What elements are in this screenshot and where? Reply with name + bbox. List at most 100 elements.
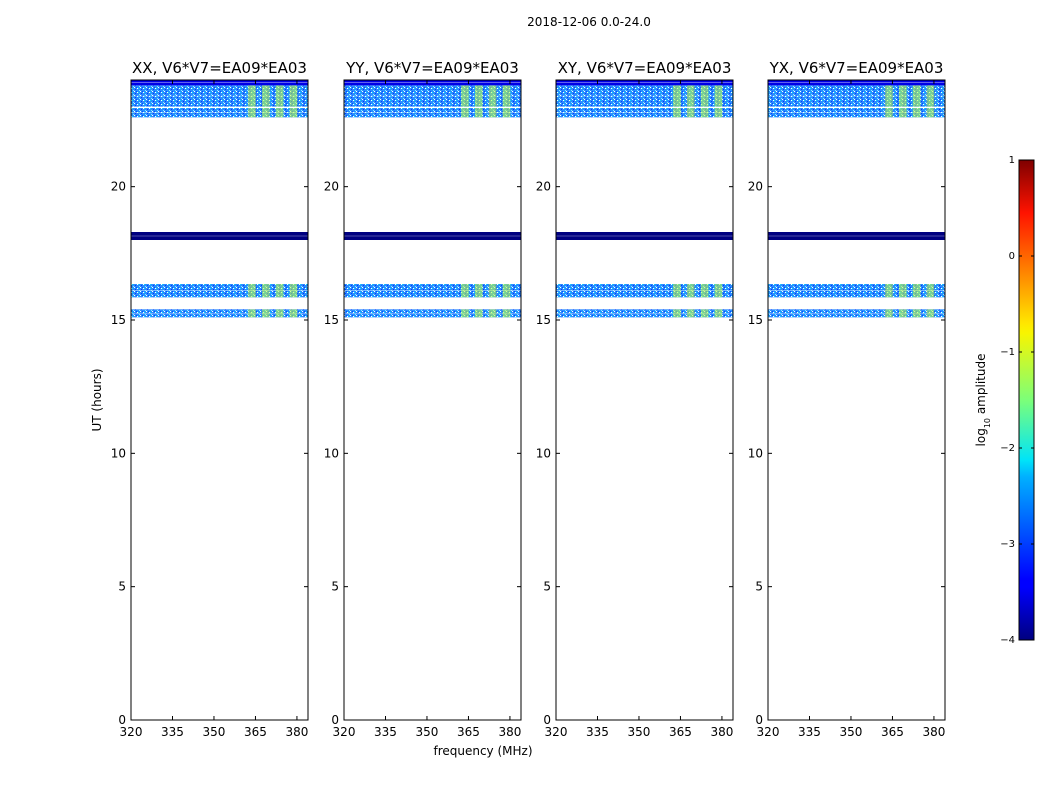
rfi-mark — [461, 85, 469, 107]
x-tick-label: 320 — [545, 725, 568, 739]
y-tick-label: 15 — [536, 313, 551, 327]
y-tick-label: 15 — [324, 313, 339, 327]
rfi-mark — [261, 284, 270, 298]
rfi-mark — [474, 284, 483, 298]
y-tick-label: 0 — [543, 713, 551, 727]
colorbar-tick-label: −1 — [1000, 347, 1015, 358]
rfi-mark — [289, 309, 298, 318]
rfi-mark — [248, 284, 256, 298]
colorbar-tick-label: 0 — [1009, 251, 1015, 262]
y-tick-label: 10 — [536, 446, 551, 460]
rfi-mark — [885, 85, 893, 107]
rfi-mark — [275, 309, 284, 318]
y-tick-label: 0 — [755, 713, 763, 727]
panel-background — [556, 80, 733, 720]
rfi-mark — [714, 85, 723, 107]
rfi-mark — [461, 284, 469, 298]
panel-background — [768, 80, 945, 720]
y-tick-label: 20 — [748, 180, 763, 194]
rfi-mark — [686, 108, 695, 118]
rfi-mark — [898, 284, 907, 298]
rfi-mark — [700, 85, 709, 107]
panel-title: XX, V6*V7=EA09*EA03 — [132, 59, 307, 77]
y-tick-label: 15 — [111, 313, 126, 327]
colorbar-tick-label: −2 — [1000, 443, 1015, 454]
rfi-mark — [289, 108, 298, 118]
rfi-mark — [488, 85, 497, 107]
x-tick-label: 380 — [498, 725, 521, 739]
rfi-mark — [275, 108, 284, 118]
rfi-mark — [461, 108, 469, 118]
y-tick-label: 10 — [748, 446, 763, 460]
rfi-mark — [502, 108, 511, 118]
rfi-mark — [248, 309, 256, 318]
rfi-mark — [474, 108, 483, 118]
panel-frame — [555, 79, 734, 721]
rfi-mark — [502, 85, 511, 107]
y-tick-label: 20 — [536, 180, 551, 194]
colorbar: 10−1−2−3−4 log10 amplitude — [974, 155, 1035, 646]
rfi-mark — [275, 284, 284, 298]
colorbar-tick-label: −4 — [1000, 635, 1015, 646]
y-tick-label: 5 — [331, 580, 339, 594]
rfi-mark — [926, 309, 935, 318]
x-tick-label: 320 — [120, 725, 143, 739]
panels-group: XX, V6*V7=EA09*EA03 320 335 350 365 380 0 5 10 15… — [111, 59, 946, 739]
colorbar-label: log10 amplitude — [974, 354, 992, 447]
x-tick-label: 320 — [757, 725, 780, 739]
rfi-mark — [248, 85, 256, 107]
colorbar-tick-label: 1 — [1009, 155, 1015, 166]
x-tick-label: 335 — [798, 725, 821, 739]
rfi-mark — [686, 85, 695, 107]
x-axis-label: frequency (MHz) — [433, 744, 532, 758]
rfi-mark — [261, 309, 270, 318]
rfi-mark — [885, 309, 893, 318]
y-tick-label: 10 — [324, 446, 339, 460]
rfi-mark — [502, 284, 511, 298]
panel-title: YX, V6*V7=EA09*EA03 — [769, 59, 944, 77]
rfi-mark — [926, 85, 935, 107]
x-tick-label: 350 — [416, 725, 439, 739]
rfi-mark — [912, 85, 921, 107]
rfi-mark — [926, 284, 935, 298]
rfi-mark — [673, 309, 681, 318]
rfi-mark — [461, 309, 469, 318]
rfi-mark — [673, 284, 681, 298]
rfi-mark — [289, 85, 298, 107]
panel-yy: YY, V6*V7=EA09*EA03 320 335 350 365 380 0 5 10 15… — [324, 59, 522, 739]
panel-frame — [343, 79, 522, 721]
rfi-mark — [673, 108, 681, 118]
rfi-mark — [912, 108, 921, 118]
colorbar-label-prefix: log — [974, 428, 988, 446]
colorbar-gradient — [1018, 159, 1035, 641]
y-tick-label: 20 — [111, 180, 126, 194]
x-tick-label: 350 — [203, 725, 226, 739]
x-tick-label: 320 — [333, 725, 356, 739]
panel-title: XY, V6*V7=EA09*EA03 — [558, 59, 732, 77]
panel-yx: YX, V6*V7=EA09*EA03 320 335 350 365 380 0 5 10 15… — [748, 59, 946, 739]
panel-title: YY, V6*V7=EA09*EA03 — [345, 59, 519, 77]
rfi-mark — [898, 108, 907, 118]
rfi-mark — [275, 85, 284, 107]
rfi-mark — [898, 309, 907, 318]
y-tick-label: 5 — [118, 580, 126, 594]
x-tick-label: 365 — [457, 725, 480, 739]
colorbar-label-subscript: 10 — [983, 418, 992, 428]
rfi-mark — [700, 309, 709, 318]
x-tick-label: 335 — [374, 725, 397, 739]
x-tick-label: 350 — [628, 725, 651, 739]
rfi-mark — [714, 108, 723, 118]
colorbar-tick-label: −3 — [1000, 539, 1015, 550]
rfi-mark — [474, 309, 483, 318]
panel-xx: XX, V6*V7=EA09*EA03 320 335 350 365 380 0 5 10 15… — [111, 59, 309, 739]
x-tick-label: 365 — [669, 725, 692, 739]
rfi-mark — [714, 284, 723, 298]
y-tick-label: 10 — [111, 446, 126, 460]
rfi-mark — [502, 309, 511, 318]
y-tick-label: 15 — [748, 313, 763, 327]
rfi-mark — [885, 284, 893, 298]
rfi-mark — [488, 309, 497, 318]
y-tick-label: 20 — [324, 180, 339, 194]
panel-frame — [767, 79, 946, 721]
